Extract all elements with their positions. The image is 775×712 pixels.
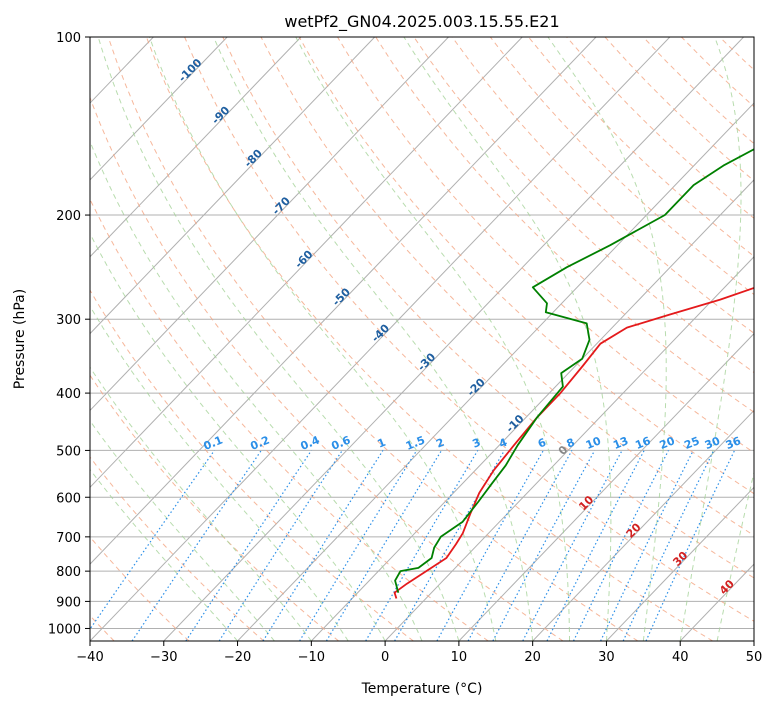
x-tick-label: 0 <box>381 650 389 665</box>
x-tick-label: −40 <box>76 650 103 665</box>
y-tick-label: 100 <box>56 31 81 46</box>
x-tick-label: 10 <box>451 650 468 665</box>
x-tick-label: 40 <box>672 650 689 665</box>
x-tick-label: 50 <box>746 650 763 665</box>
y-axis: 100 200 300 400 500 600 700 800 900 1000 <box>48 31 90 637</box>
chart-title: wetPf2_GN04.2025.003.15.55.E21 <box>284 12 559 32</box>
x-tick-label: −20 <box>224 650 251 665</box>
y-tick-label: 300 <box>56 313 81 328</box>
y-tick-label: 200 <box>56 209 81 224</box>
x-tick-label: −10 <box>298 650 325 665</box>
x-axis-title: Temperature (°C) <box>361 681 483 697</box>
x-tick-label: −30 <box>150 650 177 665</box>
y-tick-label: 900 <box>56 595 81 610</box>
y-tick-label: 400 <box>56 387 81 402</box>
y-tick-label: 1000 <box>48 622 81 637</box>
y-tick-label: 600 <box>56 491 81 506</box>
dry-adiabat-line <box>758 37 775 641</box>
plot-background <box>90 37 754 641</box>
x-axis: −40 −30 −20 −10 0 10 20 30 40 50 <box>76 641 762 665</box>
y-tick-label: 700 <box>56 531 81 546</box>
y-tick-label: 800 <box>56 565 81 580</box>
isotherm-line <box>0 37 6 641</box>
x-tick-label: 30 <box>598 650 615 665</box>
isotherm-line <box>754 37 775 641</box>
x-tick-label: 20 <box>524 650 541 665</box>
y-axis-title: Pressure (hPa) <box>12 289 28 389</box>
y-tick-label: 500 <box>56 444 81 459</box>
